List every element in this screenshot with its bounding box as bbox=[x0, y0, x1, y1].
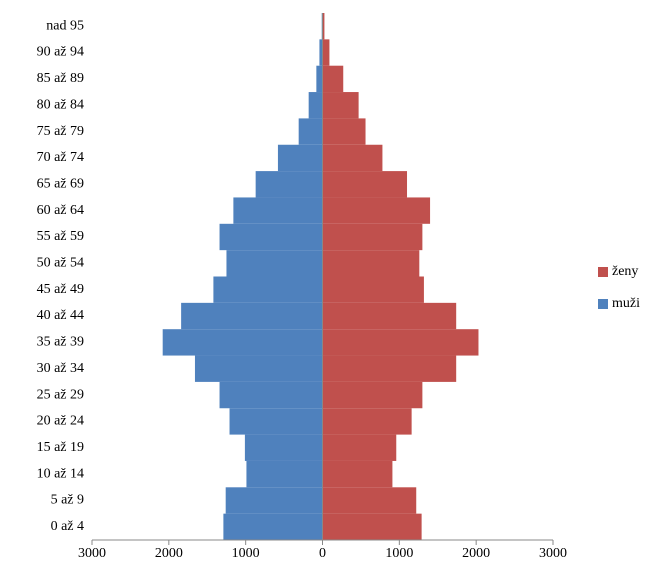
legend-swatch bbox=[598, 267, 608, 277]
bar bbox=[162, 329, 323, 356]
legend-label: muži bbox=[612, 296, 640, 311]
bar bbox=[322, 355, 457, 382]
bar bbox=[246, 460, 323, 488]
y-tick-label: 55 až 59 bbox=[37, 229, 84, 244]
y-tick-label: 10 až 14 bbox=[37, 466, 84, 481]
y-tick-label: 0 až 4 bbox=[51, 519, 84, 534]
bar bbox=[194, 355, 323, 382]
bar bbox=[322, 460, 393, 488]
bar bbox=[225, 487, 323, 514]
bar bbox=[219, 381, 323, 409]
bar bbox=[298, 118, 323, 145]
y-tick-label: 25 až 29 bbox=[37, 387, 84, 402]
bar bbox=[322, 434, 397, 461]
x-tick-label: 3000 bbox=[539, 546, 567, 561]
bar bbox=[322, 329, 479, 356]
bar bbox=[322, 171, 408, 198]
bar bbox=[244, 434, 323, 461]
bar bbox=[322, 39, 330, 66]
bar bbox=[277, 144, 323, 172]
y-tick-label: 40 až 44 bbox=[37, 308, 84, 323]
legend-swatch bbox=[598, 299, 608, 309]
bar bbox=[219, 223, 323, 251]
bar bbox=[322, 487, 417, 514]
bar bbox=[322, 381, 423, 409]
bar bbox=[213, 276, 323, 303]
x-tick-label: 0 bbox=[319, 546, 326, 561]
bar bbox=[316, 65, 323, 93]
bar bbox=[322, 118, 366, 145]
y-tick-label: 85 až 89 bbox=[37, 71, 84, 86]
bar bbox=[233, 197, 323, 224]
bar bbox=[223, 513, 323, 540]
y-tick-label: 50 až 54 bbox=[37, 256, 84, 271]
x-tick-label: 1000 bbox=[232, 546, 260, 561]
bar bbox=[322, 276, 424, 303]
bar bbox=[229, 408, 323, 435]
legend-label: ženy bbox=[612, 264, 638, 279]
bar bbox=[322, 223, 423, 251]
x-tick-label: 2000 bbox=[462, 546, 490, 561]
bar bbox=[322, 197, 431, 224]
bar bbox=[322, 144, 383, 172]
bar bbox=[322, 250, 420, 277]
bar bbox=[322, 13, 325, 40]
y-tick-label: 15 až 19 bbox=[37, 440, 84, 455]
bar bbox=[322, 302, 457, 330]
bar bbox=[322, 513, 422, 540]
bar bbox=[226, 250, 323, 277]
bar bbox=[322, 65, 344, 93]
bar bbox=[308, 92, 323, 119]
y-tick-label: 35 až 39 bbox=[37, 335, 84, 350]
y-tick-label: 20 až 24 bbox=[37, 414, 84, 429]
y-tick-label: 70 až 74 bbox=[37, 150, 84, 165]
bar bbox=[322, 408, 412, 435]
y-tick-label: 75 až 79 bbox=[37, 124, 84, 139]
y-tick-label: 80 až 84 bbox=[37, 97, 84, 112]
bar bbox=[181, 302, 323, 330]
y-tick-label: 65 až 69 bbox=[37, 176, 84, 191]
y-tick-label: 60 až 64 bbox=[37, 203, 84, 218]
x-tick-label: 3000 bbox=[78, 546, 106, 561]
x-tick-label: 1000 bbox=[385, 546, 413, 561]
y-tick-label: 5 až 9 bbox=[51, 493, 84, 508]
x-tick-label: 2000 bbox=[155, 546, 183, 561]
bar bbox=[319, 39, 323, 66]
y-tick-label: nad 95 bbox=[46, 18, 84, 33]
y-tick-label: 45 až 49 bbox=[37, 282, 84, 297]
y-tick-label: 90 až 94 bbox=[37, 45, 84, 60]
bar bbox=[255, 171, 323, 198]
bar bbox=[322, 92, 359, 119]
y-tick-label: 30 až 34 bbox=[37, 361, 84, 376]
